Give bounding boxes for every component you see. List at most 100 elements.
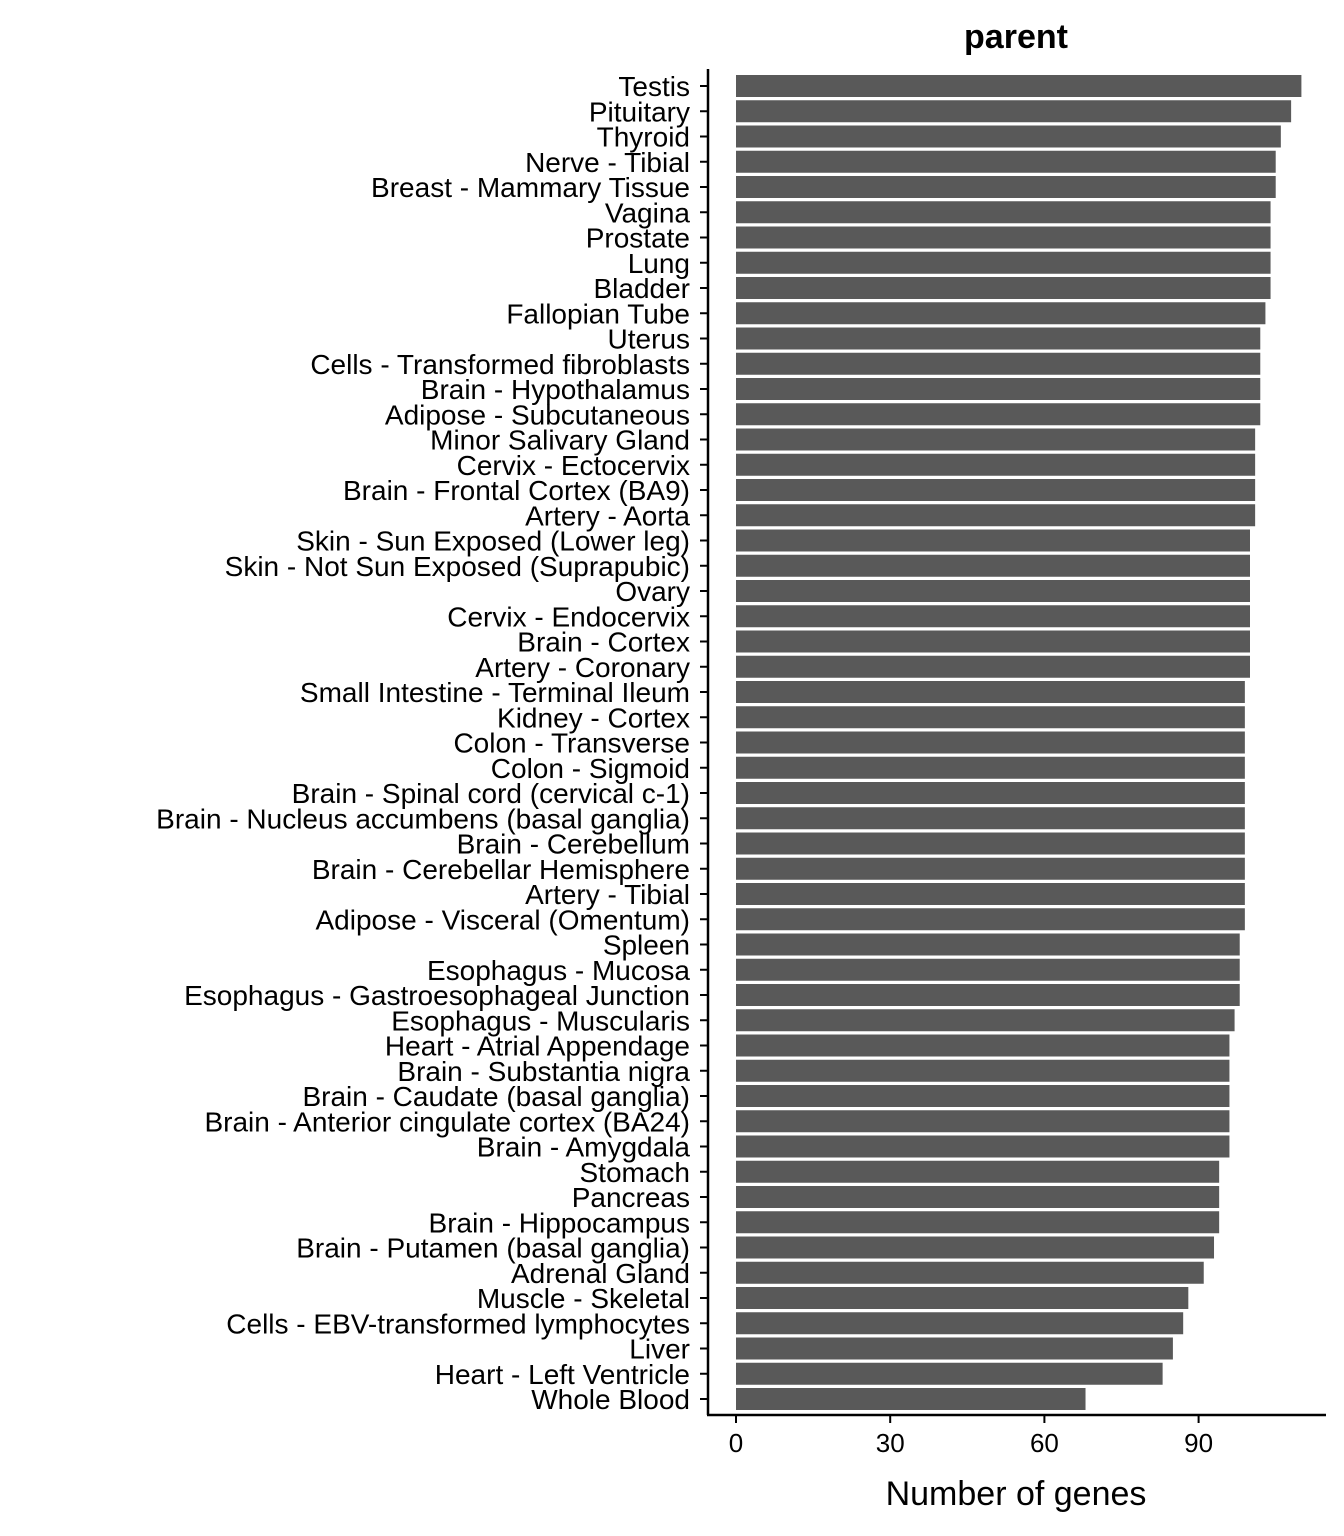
y-tick-label: Minor Salivary Gland [430,425,690,456]
y-tick-label: Adipose - Subcutaneous [385,399,690,430]
x-axis: 0 30 60 90 [729,1415,1213,1458]
y-tick-label: Spleen [603,930,690,961]
bar [736,655,1250,678]
y-tick-label: Brain - Spinal cord (cervical c-1) [292,778,690,809]
y-tick-label: Heart - Atrial Appendage [385,1031,690,1062]
bar [736,554,1250,577]
y-tick-label: Skin - Sun Exposed (Lower leg) [296,526,690,557]
y-tick-label: Bladder [593,273,690,304]
y-tick-label: Artery - Aorta [525,500,690,531]
y-tick-label: Esophagus - Muscularis [391,1005,690,1036]
bar [736,782,1245,804]
y-tick-label: Small Intestine - Terminal Ileum [300,677,690,708]
bar [736,731,1245,754]
y-tick-label: Brain - Amygdala [477,1132,691,1163]
y-tick-label: Vagina [605,197,691,228]
bar [736,1059,1230,1082]
bar [736,403,1261,426]
bar [736,883,1245,905]
y-tick-label: Brain - Hypothalamus [421,374,690,405]
bar [736,226,1271,249]
y-tick-label: Cells - EBV-transformed lymphocytes [226,1308,690,1339]
y-tick-label: Brain - Cerebellar Hemisphere [312,854,690,885]
bar [736,352,1261,375]
y-tick-label: Ovary [615,576,690,607]
x-tick-label: 90 [1184,1428,1213,1458]
y-tick-label: Muscle - Skeletal [477,1283,690,1314]
bar [736,1160,1220,1183]
bar [736,302,1266,325]
bar [736,857,1245,880]
y-tick-label: Artery - Tibial [525,879,690,910]
bar [736,201,1271,224]
y-tick-label: Brain - Caudate (basal ganglia) [302,1081,690,1112]
bar [736,504,1256,527]
y-tick-label: Skin - Not Sun Exposed (Suprapubic) [225,551,690,582]
bar [736,1186,1220,1208]
y-tick-label: Brain - Hippocampus [429,1207,690,1238]
bar [736,630,1250,653]
bar [736,908,1245,931]
bar [736,605,1250,628]
bar [736,125,1281,148]
bar [736,958,1240,981]
bar [736,933,1240,956]
y-tick-label: Thyroid [597,122,690,153]
bar [736,1287,1189,1309]
bar [736,150,1276,173]
y-tick-label: Fallopian Tube [506,298,690,329]
bar [736,378,1261,400]
y-tick-label: Esophagus - Gastroesophageal Junction [184,980,690,1011]
y-tick-label: Cervix - Ectocervix [457,450,690,481]
bar [736,1085,1230,1107]
y-tick-label: Prostate [586,223,690,254]
bar [736,1261,1204,1284]
y-tick-label: Pituitary [589,96,690,127]
y-tick-label: Whole Blood [531,1384,690,1415]
y-tick-label: Brain - Putamen (basal ganglia) [296,1233,690,1264]
bar [736,1135,1230,1158]
x-tick-label: 0 [729,1428,743,1458]
bar [736,984,1240,1006]
bar [736,1337,1173,1360]
bar [736,479,1256,501]
bar [736,1211,1220,1234]
bar [736,251,1271,274]
bar [736,1388,1086,1410]
y-tick-label: Heart - Left Ventricle [435,1359,690,1390]
y-tick-label: Cells - Transformed fibroblasts [310,349,690,380]
y-tick-label: Adipose - Visceral (Omentum) [316,904,691,935]
bar [736,832,1245,855]
y-tick-label: Uterus [608,324,690,355]
y-tick-label: Adrenal Gland [511,1258,690,1289]
y-tick-label: Artery - Coronary [475,652,690,683]
y-tick-label: Nerve - Tibial [525,147,690,178]
bar [736,327,1261,350]
y-tick-label: Brain - Anterior cingulate cortex (BA24) [204,1106,690,1137]
y-tick-label: Testis [618,71,690,102]
y-tick-label: Colon - Sigmoid [491,753,690,784]
y-tick-label: Cervix - Endocervix [447,601,690,632]
y-tick-label: Brain - Nucleus accumbens (basal ganglia… [156,803,690,834]
y-tick-label: Breast - Mammary Tissue [371,172,690,203]
bar [736,756,1245,779]
y-tick-label: Esophagus - Mucosa [427,955,690,986]
bar [736,428,1256,451]
x-tick-label: 30 [876,1428,905,1458]
y-tick-label: Brain - Cerebellum [457,829,690,860]
x-axis-label: Number of genes [886,1475,1147,1513]
bar [736,100,1292,123]
bar [736,580,1250,602]
bar [736,75,1302,97]
bars-group [736,75,1302,1410]
bar [736,807,1245,830]
y-tick-label: Brain - Frontal Cortex (BA9) [343,475,690,506]
bar [736,1236,1215,1259]
bar [736,1034,1230,1057]
chart-title: parent [964,18,1068,56]
y-tick-label: Colon - Transverse [453,728,690,759]
y-tick-label: Pancreas [572,1182,690,1213]
bar [736,277,1271,299]
bar [736,1009,1235,1032]
